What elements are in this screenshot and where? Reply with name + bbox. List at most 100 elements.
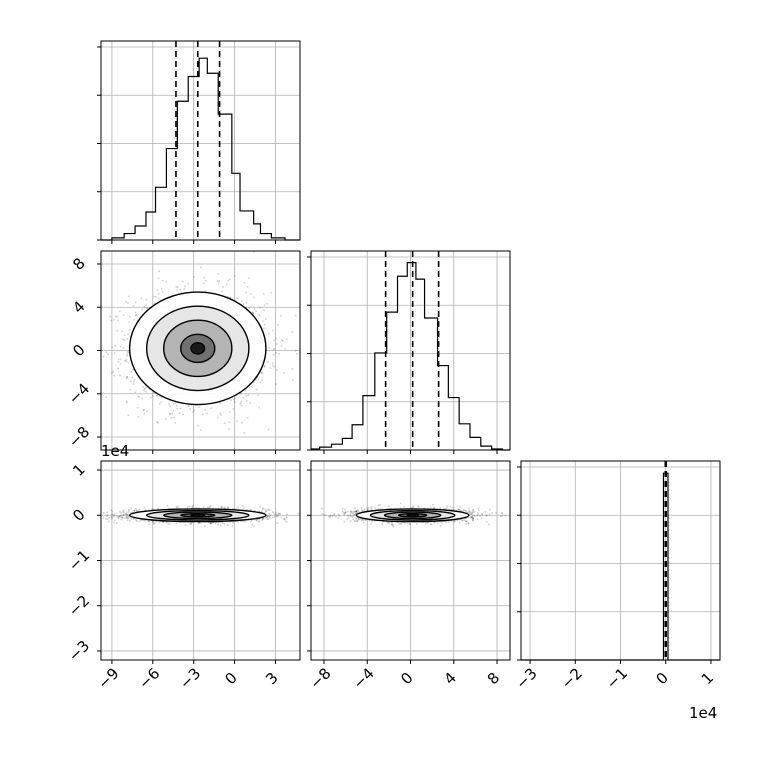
sample-point <box>471 512 474 515</box>
sample-point <box>136 406 139 409</box>
sample-point <box>285 516 288 518</box>
sample-point <box>224 507 226 510</box>
sample-point <box>172 409 175 412</box>
sample-point <box>400 523 402 525</box>
sample-point <box>135 510 138 513</box>
sample-point <box>161 279 164 282</box>
sample-point <box>175 286 178 288</box>
sample-point <box>117 358 120 361</box>
sample-point <box>240 400 243 403</box>
sample-point <box>229 520 231 523</box>
sample-point <box>129 520 131 522</box>
sample-point <box>259 505 261 508</box>
sample-point <box>267 518 269 520</box>
sample-point <box>272 329 274 332</box>
sample-point <box>119 510 121 513</box>
contour-level <box>190 342 206 355</box>
sample-point <box>115 522 118 524</box>
sample-point <box>203 276 206 279</box>
sample-point <box>266 516 269 518</box>
sample-point <box>233 398 235 401</box>
sample-point <box>188 505 191 508</box>
sample-point <box>436 522 439 524</box>
sample-point <box>250 519 253 522</box>
sample-point <box>263 512 265 514</box>
sample-point <box>228 428 230 430</box>
sample-point <box>116 515 119 518</box>
sample-point <box>273 348 276 350</box>
sample-point <box>123 513 125 515</box>
sample-point <box>144 519 146 521</box>
sample-point <box>275 337 277 340</box>
sample-point <box>167 523 170 525</box>
histogram-bin <box>425 318 438 450</box>
sample-point <box>111 513 113 515</box>
sample-point <box>123 339 126 341</box>
histogram-bin <box>146 212 156 240</box>
histogram-bin <box>416 279 425 450</box>
sample-point <box>210 407 213 409</box>
sample-point <box>118 515 121 518</box>
sample-point <box>262 517 264 520</box>
sample-point <box>111 515 113 518</box>
sample-point <box>296 352 298 355</box>
histogram-bin <box>332 444 343 450</box>
sample-point <box>128 516 130 519</box>
sample-point <box>115 315 117 318</box>
sample-point <box>158 297 161 300</box>
sample-point <box>284 348 286 350</box>
sample-point <box>111 514 114 516</box>
sample-point <box>275 343 278 345</box>
sample-point <box>276 513 278 516</box>
sample-point <box>245 291 247 294</box>
sample-point <box>126 519 129 522</box>
sample-point <box>224 507 227 510</box>
sample-point <box>187 404 190 406</box>
sample-point <box>465 523 468 525</box>
sample-point <box>228 411 231 413</box>
histogram-bin <box>398 276 408 450</box>
sample-point <box>122 510 124 513</box>
sample-point <box>264 508 267 511</box>
sample-point <box>242 505 244 507</box>
sample-point <box>255 378 257 381</box>
sample-point <box>119 345 122 348</box>
sample-point <box>282 339 284 342</box>
sample-point <box>214 522 217 524</box>
sample-point <box>366 509 369 512</box>
sample-point <box>138 520 141 523</box>
sample-point <box>226 283 228 286</box>
sample-point <box>158 293 160 295</box>
sample-point <box>172 402 175 405</box>
sample-point <box>117 516 120 518</box>
sample-point <box>388 522 390 524</box>
sample-point <box>146 410 148 413</box>
sample-point <box>261 517 264 519</box>
sample-point <box>176 407 178 410</box>
sample-point <box>167 521 169 523</box>
histogram-bin <box>470 437 481 450</box>
sample-point <box>217 507 220 510</box>
sample-point <box>131 511 134 514</box>
sample-point <box>243 507 245 510</box>
sample-point <box>415 523 418 525</box>
sample-point <box>143 389 145 392</box>
sample-point <box>136 509 138 511</box>
sample-point <box>123 359 126 362</box>
sample-point <box>114 344 117 347</box>
sample-point <box>117 367 119 370</box>
sample-point <box>145 387 147 389</box>
sample-point <box>245 306 248 308</box>
sample-point <box>269 367 272 369</box>
sample-point <box>417 506 420 508</box>
sample-point <box>105 518 108 520</box>
sample-point <box>175 505 178 508</box>
sample-point <box>192 276 195 278</box>
sample-point <box>169 405 171 408</box>
sample-point <box>263 327 265 330</box>
sample-point <box>199 429 202 431</box>
sample-point <box>362 521 365 524</box>
sample-point <box>173 416 176 419</box>
sample-point <box>449 505 452 508</box>
sample-point <box>169 522 171 525</box>
